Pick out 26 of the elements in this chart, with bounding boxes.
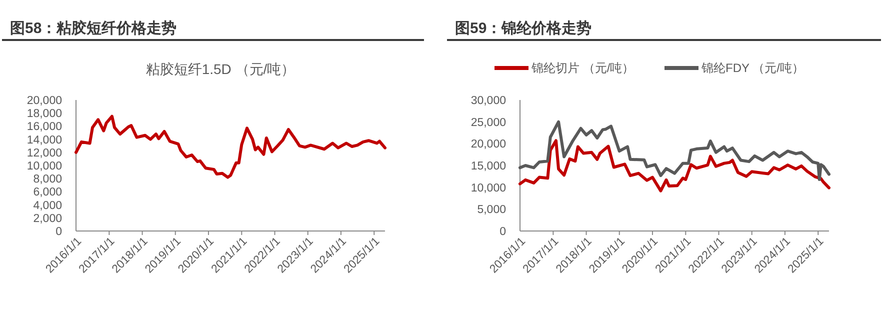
y-tick-label: 10,000 [26, 160, 62, 173]
y-tick-label: 8,000 [33, 174, 62, 186]
y-tick-label: 16,000 [26, 121, 62, 134]
y-tick-label: 18,000 [26, 108, 62, 120]
legend-label: 锦纶FDY （元/吨） [700, 61, 804, 75]
y-tick-label: 4,000 [33, 200, 62, 212]
line-series [518, 139, 830, 192]
chart-title: 图59：锦纶价格走势 [455, 20, 592, 37]
y-tick-label: 15,000 [470, 160, 506, 173]
legend-label: 锦纶切片 （元/吨） [530, 61, 634, 75]
y-tick-label: 6,000 [33, 186, 62, 199]
y-tick-label: 12,000 [26, 147, 62, 160]
y-tick-label: 5,000 [477, 204, 506, 216]
y-tick-label: 14,000 [26, 134, 62, 146]
y-tick-label: 25,000 [470, 116, 506, 129]
y-tick-label: 30,000 [470, 95, 506, 108]
chart-title: 图58：粘胶短纤价格走势 [10, 19, 177, 37]
chart-subtitle: 粘胶短纤1.5D （元/吨） [146, 61, 296, 77]
line-series [518, 120, 830, 181]
y-tick-label: 20,000 [26, 95, 62, 108]
y-tick-label: 2,000 [33, 212, 62, 225]
line-series [74, 114, 386, 179]
y-tick-label: 20,000 [470, 138, 506, 151]
y-tick-label: 0 [500, 226, 506, 238]
y-tick-label: 0 [56, 226, 62, 238]
y-tick-label: 10,000 [470, 182, 506, 194]
